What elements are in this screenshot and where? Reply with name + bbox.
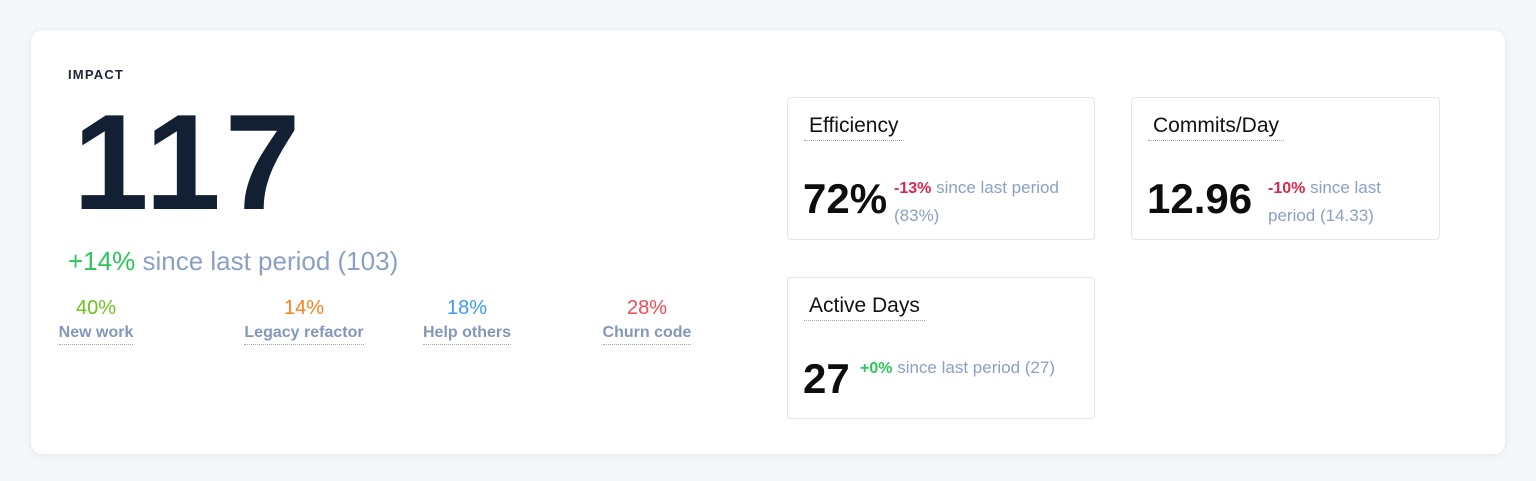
breakdown-legacy-refactor[interactable]: 14% Legacy refactor	[234, 296, 374, 345]
card-delta: +0% since last period (27)	[860, 354, 1090, 382]
breakdown-label[interactable]: Help others	[422, 324, 511, 345]
impact-delta: +14% since last period (103)	[68, 246, 398, 277]
card-delta: -13% since last period (83%)	[894, 174, 1084, 229]
breakdown-value: 40%	[75, 297, 117, 319]
card-value: 27	[803, 355, 850, 402]
delta-percent: +0%	[860, 360, 893, 377]
breakdown-value: 28%	[626, 297, 668, 319]
card-value: 72%	[803, 175, 888, 222]
delta-text: since last period (14.33)	[1268, 178, 1381, 225]
breakdown-label[interactable]: Legacy refactor	[244, 324, 364, 345]
breakdown-value: 14%	[283, 297, 325, 319]
breakdown-value: 18%	[446, 297, 488, 319]
card-delta: -10% since last period (14.33)	[1268, 174, 1418, 229]
card-title[interactable]: Efficiency	[804, 114, 904, 141]
breakdown-help-others[interactable]: 18% Help others	[412, 296, 522, 345]
impact-delta-percent: +14%	[68, 246, 136, 276]
active-days-card: Active Days 27 +0% since last period (27…	[787, 277, 1095, 419]
breakdown-new-work[interactable]: 40% New work	[51, 296, 141, 345]
impact-panel: IMPACT 117 +14% since last period (103) …	[30, 29, 1506, 455]
breakdown-label[interactable]: Churn code	[602, 324, 692, 345]
card-title[interactable]: Active Days	[804, 294, 925, 321]
delta-percent: -10%	[1268, 180, 1306, 197]
delta-text: since last period (27)	[892, 358, 1055, 377]
delta-text: since last period (83%)	[894, 178, 1059, 225]
commits-per-day-card: Commits/Day 12.96 -10% since last period…	[1131, 97, 1440, 240]
breakdown-label[interactable]: New work	[58, 324, 134, 345]
impact-value: 117	[73, 86, 305, 238]
efficiency-card: Efficiency 72% -13% since last period (8…	[787, 97, 1095, 240]
card-title[interactable]: Commits/Day	[1148, 114, 1285, 141]
impact-delta-text: since last period (103)	[135, 246, 399, 276]
impact-breakdown: 40% New work 14% Legacy refactor 18% Hel…	[51, 296, 711, 356]
breakdown-churn-code[interactable]: 28% Churn code	[592, 296, 702, 345]
card-value: 12.96	[1147, 175, 1253, 222]
delta-percent: -13%	[894, 180, 932, 197]
impact-label: IMPACT	[68, 67, 125, 82]
